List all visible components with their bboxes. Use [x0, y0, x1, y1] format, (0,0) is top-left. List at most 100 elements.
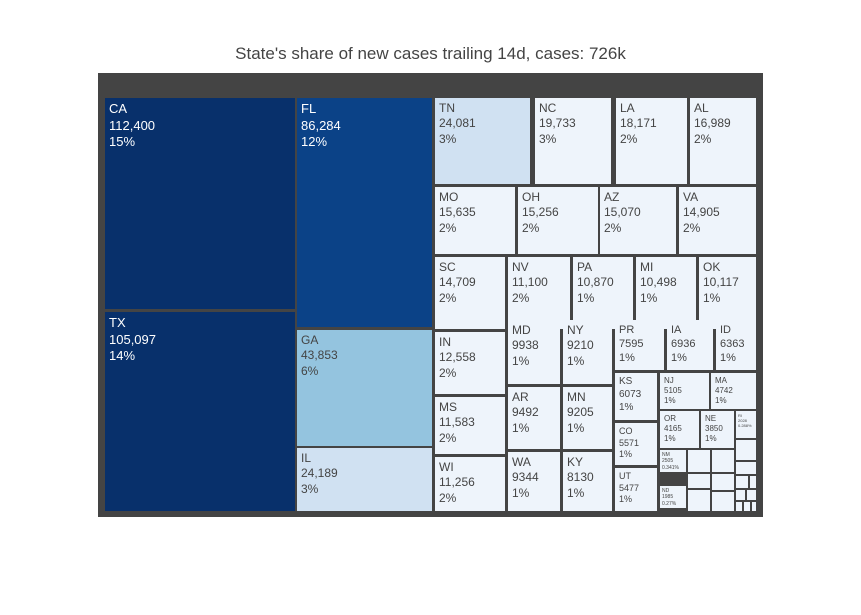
treemap-tile-oh[interactable]: OH 15,256 2% — [518, 187, 598, 254]
tile-state: NE — [705, 414, 717, 423]
tile-share: 1% — [705, 434, 717, 444]
tile-state: MD — [512, 323, 531, 337]
treemap-tile-small[interactable] — [747, 490, 756, 500]
treemap-tile-il[interactable]: IL 24,189 3% — [297, 448, 432, 511]
treemap-tile-ma[interactable]: MA 4742 1% — [711, 373, 756, 409]
treemap-tile-sc[interactable]: SC 14,709 2% — [435, 257, 505, 329]
treemap-tile-ar[interactable]: AR 9492 1% — [508, 387, 560, 449]
tile-state: PR — [619, 324, 635, 336]
treemap-tile-small[interactable] — [736, 476, 748, 488]
tile-state: NC — [539, 101, 557, 115]
tile-value: 11,256 — [439, 475, 475, 490]
treemap-tile-la[interactable]: LA 18,171 2% — [616, 98, 687, 184]
tile-label: LA 18,171 2% — [620, 101, 657, 147]
treemap-tile-or[interactable]: OR 4165 1% — [660, 411, 699, 448]
treemap-tile-nm[interactable]: NM 2505 0.341% — [660, 450, 686, 472]
tile-share: 2% — [439, 490, 457, 505]
tile-label: IL 24,189 3% — [301, 451, 338, 497]
tile-label: FL 86,284 12% — [301, 101, 341, 151]
tile-share: 2% — [694, 131, 712, 146]
tile-value: 12,558 — [439, 350, 476, 365]
tile-share: 2% — [683, 220, 701, 235]
tile-share: 14% — [109, 348, 136, 364]
treemap-tile-pa[interactable]: PA 10,870 1% — [573, 257, 633, 329]
tile-value: 9205 — [567, 405, 594, 420]
treemap-tile-mo[interactable]: MO 15,635 2% — [435, 187, 515, 254]
tile-share: 0.341% — [662, 464, 679, 471]
treemap-tile-wi[interactable]: WI 11,256 2% — [435, 457, 505, 511]
tile-state: WI — [439, 460, 454, 474]
tile-share: 1% — [703, 290, 721, 305]
tile-share: 6% — [301, 363, 319, 378]
tile-state: NM — [662, 452, 670, 458]
treemap-tile-nv[interactable]: NV 11,100 2% — [508, 257, 570, 329]
tile-state: CO — [619, 426, 633, 436]
treemap-tile-ny[interactable]: NY 9210 1% — [563, 320, 612, 384]
treemap-tile-small[interactable] — [712, 462, 734, 472]
treemap-tile-tx[interactable]: TX 105,097 14% — [105, 312, 295, 511]
treemap-tile-ia[interactable]: IA 6936 1% — [667, 320, 713, 370]
tile-share: 1% — [715, 396, 727, 406]
tile-share: 1% — [664, 434, 676, 444]
tile-share: 3% — [301, 481, 319, 496]
tile-label: CA 112,400 15% — [109, 101, 155, 151]
treemap-tile-small[interactable] — [750, 476, 756, 488]
treemap-chart: CA 112,400 15% TX 105,097 14% FL 86,284 12% GA 43,… — [98, 73, 763, 517]
treemap-tile-small[interactable] — [736, 490, 745, 500]
treemap-tile-md[interactable]: MD 9938 1% — [508, 320, 560, 384]
treemap-tile-small[interactable] — [744, 502, 750, 511]
treemap-tile-ms[interactable]: MS 11,583 2% — [435, 397, 505, 454]
tile-value: 16,989 — [694, 116, 731, 131]
tile-label: NV 11,100 2% — [512, 260, 548, 306]
tile-value: 11,583 — [439, 415, 475, 430]
treemap-tile-mi[interactable]: MI 10,498 1% — [636, 257, 696, 329]
tile-state: UT — [619, 471, 631, 481]
treemap-tile-small[interactable] — [688, 474, 710, 488]
treemap-tile-ky[interactable]: KY 8130 1% — [563, 452, 612, 511]
tile-share: 2% — [439, 220, 457, 235]
treemap-tile-ok[interactable]: OK 10,117 1% — [699, 257, 756, 329]
treemap-tile-ks[interactable]: KS 6073 1% — [615, 373, 657, 420]
tile-value: 6363 — [720, 338, 745, 351]
treemap-tile-ca[interactable]: CA 112,400 15% — [105, 98, 295, 309]
treemap-tile-ri[interactable]: RI 2028 0.288% — [736, 411, 756, 438]
tile-state: MN — [567, 390, 586, 404]
treemap-tile-tn[interactable]: TN 24,081 3% — [435, 98, 530, 184]
treemap-tile-small[interactable] — [736, 462, 756, 474]
tile-value: 15,635 — [439, 205, 476, 220]
treemap-tile-wa[interactable]: WA 9344 1% — [508, 452, 560, 511]
tile-label: CO 5571 1% — [619, 426, 639, 461]
tile-share: 1% — [567, 353, 585, 368]
treemap-tile-small[interactable] — [736, 502, 742, 511]
tile-label: VA 14,905 2% — [683, 190, 720, 236]
treemap-tile-small[interactable] — [688, 450, 710, 472]
treemap-tile-nj[interactable]: NJ 5105 1% — [660, 373, 709, 409]
treemap-tile-small[interactable] — [712, 474, 734, 490]
tile-value: 112,400 — [109, 117, 156, 133]
tile-label: AR 9492 1% — [512, 390, 539, 436]
treemap-tile-ut[interactable]: UT 5477 1% — [615, 468, 657, 511]
tile-value: 86,284 — [301, 117, 341, 133]
treemap-tile-al[interactable]: AL 16,989 2% — [690, 98, 756, 184]
treemap-tile-id[interactable]: ID 6363 1% — [716, 320, 756, 370]
treemap-tile-va[interactable]: VA 14,905 2% — [679, 187, 756, 254]
treemap-tile-small[interactable] — [736, 440, 756, 460]
treemap-tile-mn[interactable]: MN 9205 1% — [563, 387, 612, 449]
treemap-tile-az[interactable]: AZ 15,070 2% — [600, 187, 676, 254]
tile-share: 2% — [439, 430, 457, 445]
treemap-tile-small[interactable] — [688, 490, 710, 511]
treemap-tile-fl[interactable]: FL 86,284 12% — [297, 98, 432, 327]
treemap-tile-in[interactable]: IN 12,558 2% — [435, 332, 505, 394]
treemap-tile-nc[interactable]: NC 19,733 3% — [535, 98, 611, 184]
treemap-tile-ga[interactable]: GA 43,853 6% — [297, 330, 432, 446]
tile-value: 6936 — [671, 338, 696, 351]
treemap-tile-small[interactable] — [752, 502, 756, 511]
tile-value: 3850 — [705, 424, 723, 434]
treemap-tile-nd[interactable]: ND 1985 0.27% — [660, 486, 686, 508]
tile-value: 2505 — [662, 458, 674, 465]
treemap-tile-small[interactable] — [712, 492, 734, 511]
treemap-tile-pr[interactable]: PR 7595 1% — [615, 320, 664, 370]
treemap-tile-ne[interactable]: NE 3850 1% — [701, 411, 734, 448]
treemap-tile-co[interactable]: CO 5571 1% — [615, 423, 657, 465]
tile-label: OR 4165 1% — [664, 414, 682, 445]
